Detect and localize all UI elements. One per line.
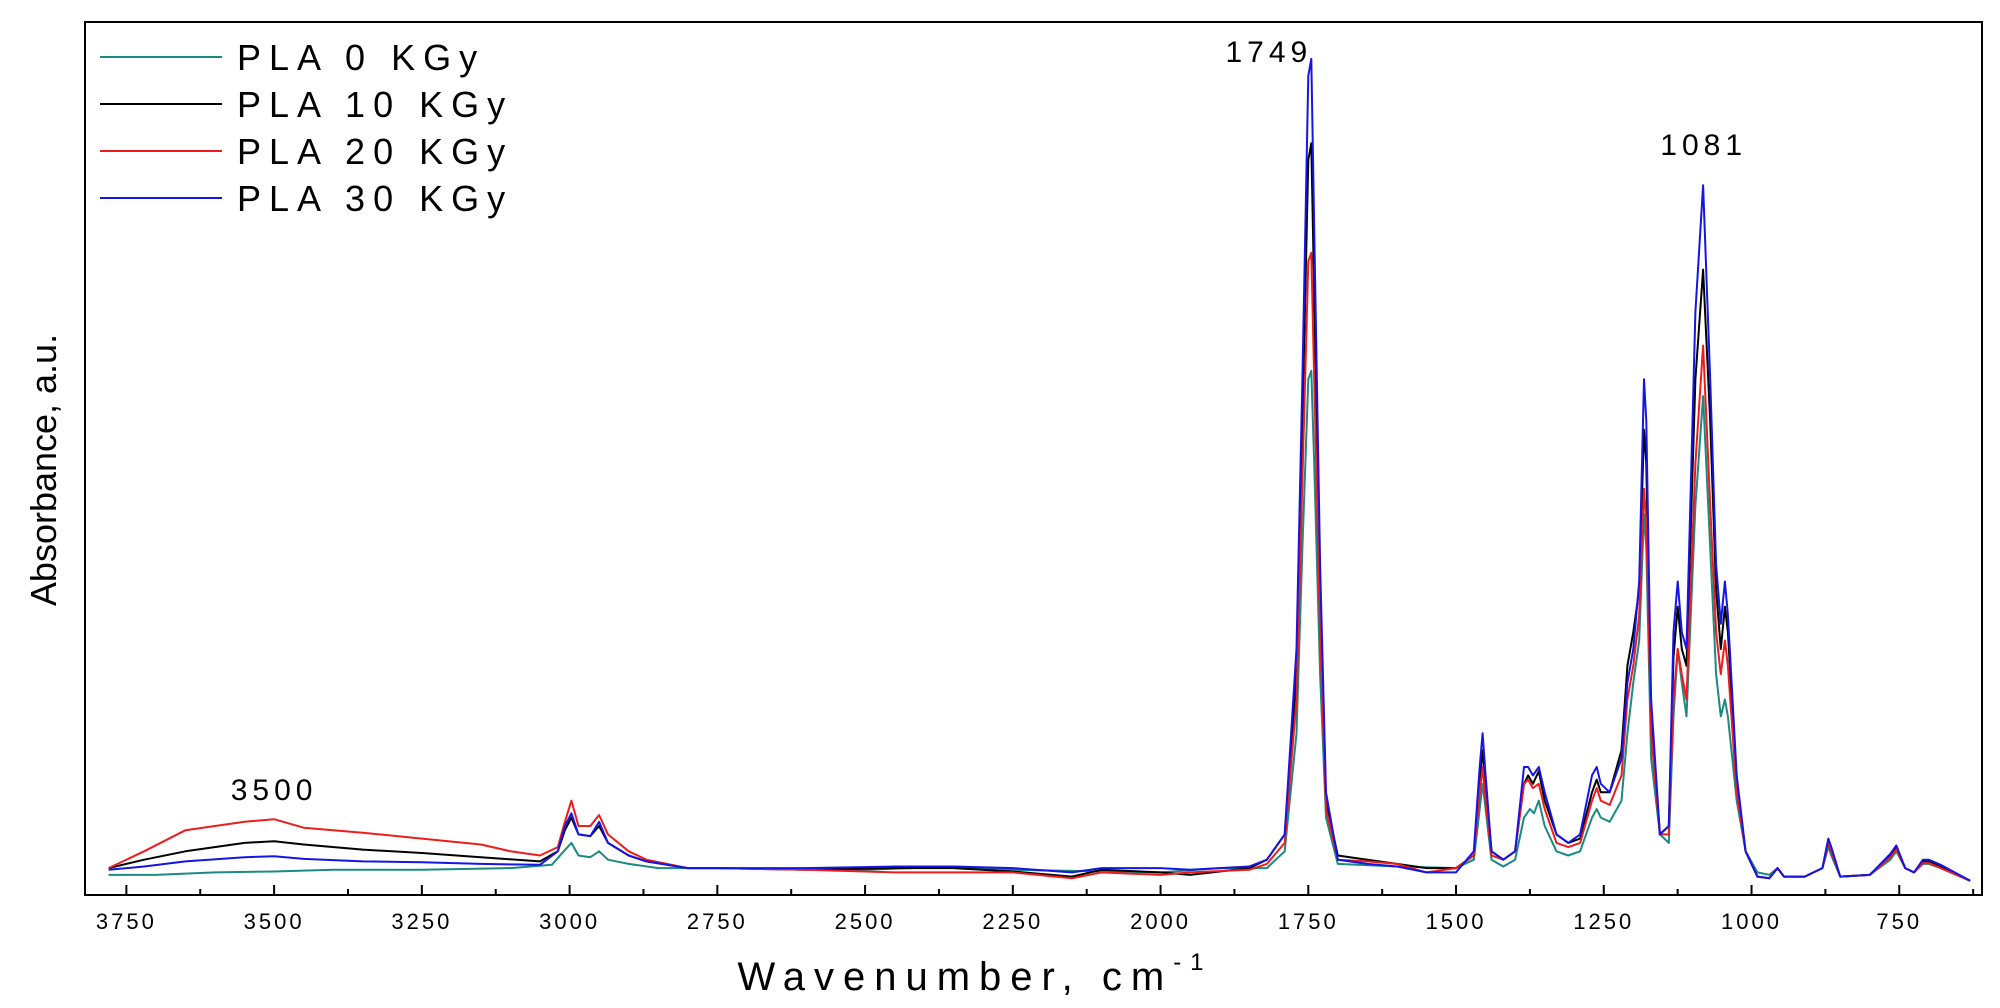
peak-annotation: 3500 <box>231 774 318 807</box>
y-axis-label: Absorbance, a.u. <box>23 334 64 606</box>
series-line-3 <box>108 251 1971 882</box>
series-line-4 <box>108 57 1971 882</box>
x-axis-ticks: 3750 3500 3250 3000 2750 2500 2250 2000 1750 1500… <box>96 885 1975 934</box>
peak-annotation: 1749 <box>1226 36 1313 69</box>
x-tick-label: 2000 <box>1130 909 1191 934</box>
legend-label: PLA 0 KGy <box>237 37 485 78</box>
x-axis-label: Wavenumber, cm-1 <box>737 949 1212 999</box>
x-tick-label: 2750 <box>687 909 748 934</box>
x-tick-label: 3250 <box>391 909 452 934</box>
x-tick-label: 750 <box>1876 909 1922 934</box>
x-tick-label: 3500 <box>244 909 305 934</box>
legend-label: PLA 30 KGy <box>237 178 513 219</box>
plot-frame <box>84 21 1983 896</box>
x-tick-label: 1500 <box>1426 909 1487 934</box>
peak-annotations: 1749 1081 3500 <box>231 36 1747 807</box>
x-tick-label: 1250 <box>1573 909 1634 934</box>
x-tick-label: 2500 <box>835 909 896 934</box>
series-layer <box>108 57 1971 882</box>
legend-label: PLA 10 KGy <box>237 84 513 125</box>
peak-annotation: 1081 <box>1660 129 1747 162</box>
x-axis-label-superscript: -1 <box>1173 949 1212 976</box>
x-tick-label: 3750 <box>96 909 157 934</box>
legend-label: PLA 20 KGy <box>237 131 513 172</box>
legend: PLA 0 KGy PLA 10 KGy PLA 20 KGy PLA 30 KGy <box>100 37 513 219</box>
x-tick-label: 1750 <box>1278 909 1339 934</box>
x-tick-label: 1000 <box>1721 909 1782 934</box>
x-tick-label: 3000 <box>539 909 600 934</box>
x-tick-label: 2250 <box>982 909 1043 934</box>
